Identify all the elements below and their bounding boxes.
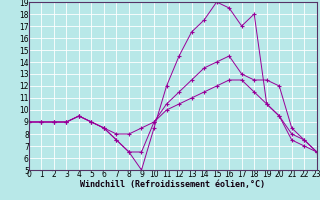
X-axis label: Windchill (Refroidissement éolien,°C): Windchill (Refroidissement éolien,°C) xyxy=(80,180,265,189)
